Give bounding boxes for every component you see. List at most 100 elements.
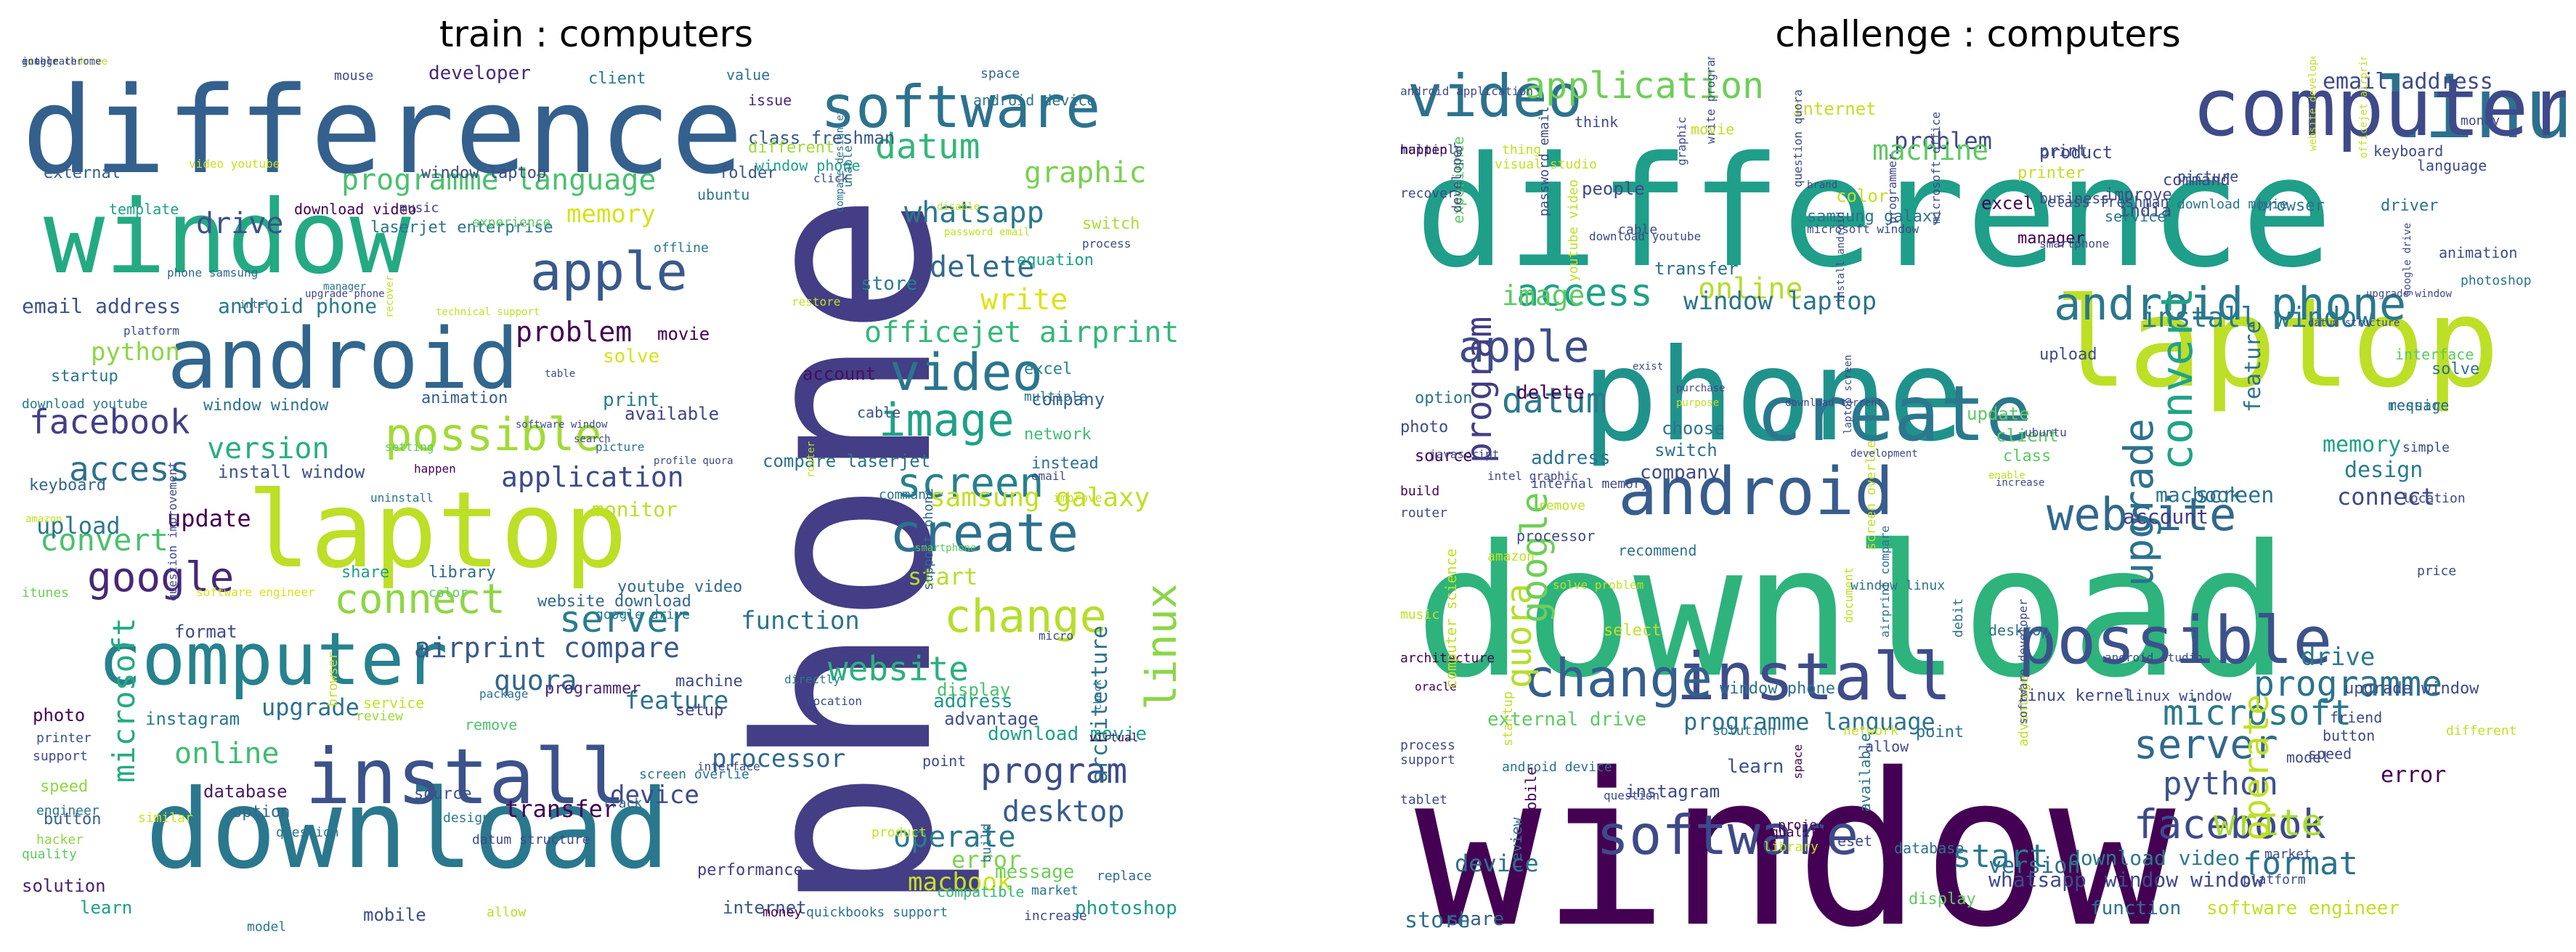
word-design: design (2344, 457, 2423, 483)
word-datum-structure: datum structure (2308, 317, 2400, 329)
word-difference: difference (1415, 123, 2333, 301)
word-money: money (2461, 113, 2500, 129)
word-allow: allow (1865, 738, 1909, 755)
word-window-linux: window linux (1850, 578, 1946, 593)
word-online: online (1698, 272, 1803, 306)
word-interface: interface (697, 760, 760, 773)
word-restore: restore (792, 295, 841, 309)
word-datum-structure: datum structure (472, 832, 590, 847)
word-print: print (603, 389, 660, 411)
word-amazon: amazon (1487, 549, 1535, 564)
word-micro: micro (1039, 629, 1074, 643)
word-delete: delete (930, 251, 1035, 284)
word-smartphone: smartphone (2039, 237, 2110, 251)
word-animation: animation (2439, 244, 2518, 261)
word-allow: allow (487, 905, 527, 920)
word-remove: remove (465, 716, 518, 733)
word-experience: experience (472, 215, 551, 230)
word-animation: animation (421, 389, 508, 407)
word-install: install (1676, 639, 1952, 715)
word-graphic: graphic (1675, 116, 1689, 166)
word-review: review (356, 709, 404, 724)
word-available: available (625, 404, 720, 424)
word-website: website (2047, 488, 2237, 541)
word-machine: machine (1872, 134, 1989, 166)
word-color: color (1836, 186, 1889, 206)
word-software: software (1596, 803, 1859, 867)
word-feature: feature (625, 686, 729, 715)
word-interface: interface (2395, 346, 2474, 363)
word-manager: manager (323, 281, 367, 293)
word-download: download (145, 767, 670, 893)
word-quality: quality (1771, 825, 1826, 840)
word-account: account (803, 364, 877, 384)
word-question-quora: question quora (1791, 89, 1805, 187)
word-macbook: macbook (908, 868, 1012, 897)
word-ubuntu: ubuntu (2025, 426, 2067, 439)
word-email: email (1031, 469, 1067, 483)
word-location: location (2402, 491, 2466, 506)
word-microsoft-window: microsoft window (1807, 222, 1919, 236)
word-simple: simple (2402, 440, 2450, 455)
word-install: install (305, 733, 627, 821)
train-word-cloud: phone difference window download android lapt… (22, 57, 1192, 941)
word-integrate: integrate (22, 57, 77, 68)
word-program: program (980, 751, 1128, 792)
word-laptop-screen: laptop screen (1842, 354, 1854, 434)
word-password-email: password email (1537, 106, 1552, 216)
word-compare-laserjet: compare laserjet (763, 451, 931, 471)
word-cable: cable (1618, 222, 1658, 237)
word-address: address (1531, 447, 1611, 469)
word-computer: computer (98, 617, 448, 701)
word-mouse: mouse (334, 68, 374, 84)
word-google-drive: google drive (596, 607, 691, 622)
word-router: router (1400, 505, 1448, 521)
word-source: source (1415, 447, 1473, 465)
word-smartphone: smartphone (915, 542, 977, 554)
word-upgrade: upgrade (2116, 418, 2162, 587)
word-store: store (1405, 908, 1471, 933)
word-android-device: android device (1502, 760, 1612, 775)
word-website: website (828, 649, 969, 688)
word-write-program: write program (1704, 57, 1718, 144)
word-window-laptop: window laptop (421, 164, 547, 182)
word-programmer: programmer (1885, 153, 1899, 224)
word-recommend: recommend (1618, 542, 1697, 559)
word-youtube-video: youtube video (1566, 179, 1581, 282)
word-access: access (1516, 272, 1653, 315)
word-track: track (603, 796, 643, 811)
word-youtube-video: youtube video (617, 578, 743, 596)
word-movie: movie (657, 324, 710, 344)
word-company: company (1640, 462, 1720, 484)
word-window: window (1415, 729, 2176, 942)
word-device: device (1455, 850, 1539, 877)
word-apple: apple (1458, 322, 1590, 373)
word-tablet: tablet (1400, 792, 1448, 807)
word-keyboard: keyboard (2373, 142, 2444, 160)
word-recover: recover (1400, 186, 1455, 201)
word-screen: screen (2195, 483, 2275, 508)
word-software-window: software window (516, 419, 608, 431)
word-drive: drive (196, 207, 284, 240)
word-exist: exist (1633, 361, 1664, 373)
word-india: india (2119, 200, 2172, 221)
word-select: select (1604, 622, 1662, 640)
word-function: function (741, 606, 860, 635)
word-speed: speed (2308, 745, 2352, 762)
word-search: search (574, 434, 611, 445)
word-hacker: hacker (36, 832, 84, 847)
word-macbook: macbook (2156, 483, 2242, 507)
word-support-phone: support phone (921, 488, 936, 590)
word-space: space (1791, 744, 1805, 779)
word-movie: movie (1691, 121, 1735, 138)
word-manager: manager (2018, 229, 2085, 248)
word-android-studio: android studio (2105, 651, 2203, 664)
word-internet: internet (1792, 99, 1877, 119)
word-change: change (944, 590, 1107, 643)
word-possible: possible (2018, 603, 2333, 679)
word-phone-samsung: phone samsung (167, 266, 259, 280)
word-picture: picture (596, 440, 645, 454)
word-memory: memory (566, 200, 656, 229)
word-email-address: email address (22, 294, 182, 318)
word-message: message (995, 861, 1075, 883)
